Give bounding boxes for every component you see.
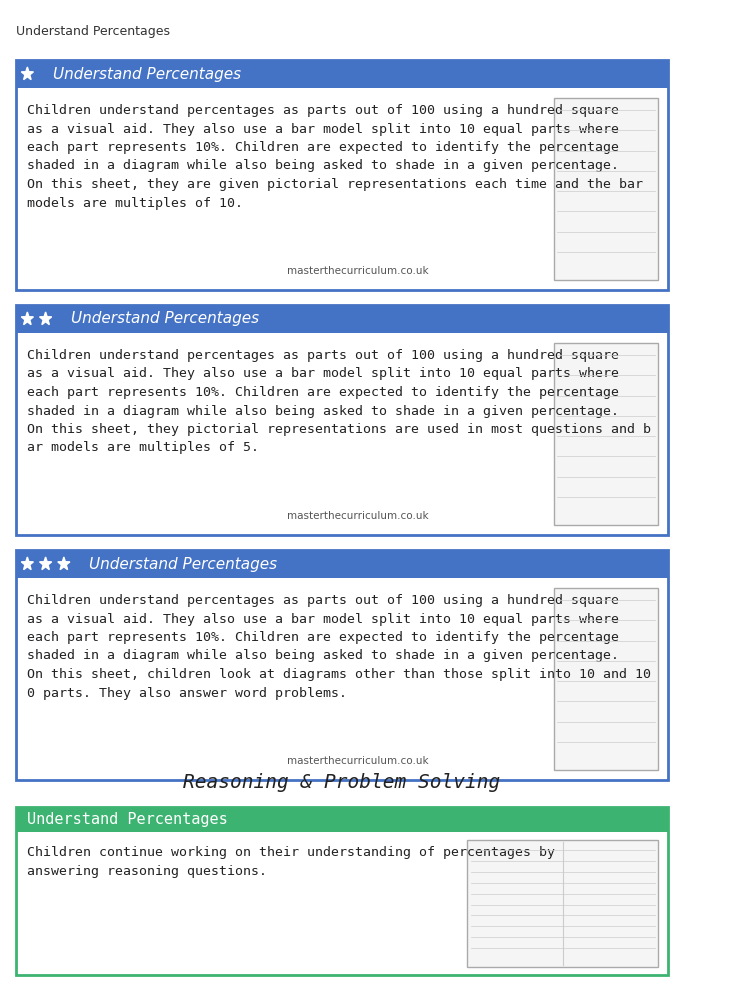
Polygon shape [21, 557, 34, 570]
Bar [16, 807, 668, 832]
Bar [16, 60, 668, 88]
Bar [16, 305, 668, 333]
Text: masterthecurriculum.co.uk: masterthecurriculum.co.uk [287, 266, 429, 276]
Text: Understand Percentages: Understand Percentages [89, 556, 278, 572]
Bar [554, 343, 658, 525]
Bar [16, 550, 668, 578]
FancyBboxPatch shape [16, 305, 668, 535]
Polygon shape [21, 67, 34, 80]
FancyBboxPatch shape [16, 550, 668, 780]
Bar [467, 840, 658, 967]
Text: Understand Percentages: Understand Percentages [27, 812, 228, 827]
Bar [554, 98, 658, 280]
Polygon shape [40, 557, 52, 570]
Polygon shape [21, 312, 34, 325]
Text: Understand Percentages: Understand Percentages [53, 66, 241, 82]
FancyBboxPatch shape [16, 807, 668, 975]
Text: Understand Percentages: Understand Percentages [71, 312, 260, 326]
Text: Children understand percentages as parts out of 100 using a hundred square
as a : Children understand percentages as parts… [27, 349, 651, 454]
Text: Reasoning & Problem Solving: Reasoning & Problem Solving [183, 773, 500, 792]
Text: Children continue working on their understanding of percentages by
answering rea: Children continue working on their under… [27, 846, 555, 878]
Text: Children understand percentages as parts out of 100 using a hundred square
as a : Children understand percentages as parts… [27, 594, 651, 700]
Text: Children understand percentages as parts out of 100 using a hundred square
as a : Children understand percentages as parts… [27, 104, 644, 210]
Text: masterthecurriculum.co.uk: masterthecurriculum.co.uk [287, 511, 429, 521]
Bar [554, 588, 658, 770]
FancyBboxPatch shape [16, 60, 668, 290]
Text: masterthecurriculum.co.uk: masterthecurriculum.co.uk [287, 756, 429, 766]
Polygon shape [58, 557, 70, 570]
Text: Understand Percentages: Understand Percentages [16, 25, 170, 38]
Polygon shape [40, 312, 52, 325]
